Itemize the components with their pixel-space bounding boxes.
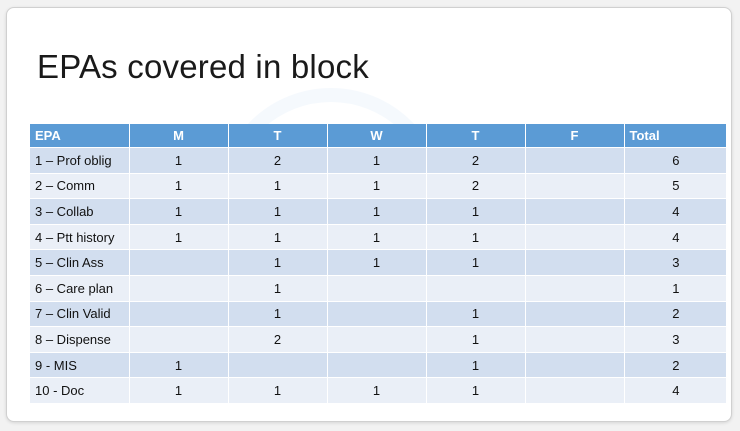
cell-epa: 9 - MIS <box>30 351 130 378</box>
table-row: 7 – Clin Valid 1 1 2 <box>30 300 727 327</box>
cell-wednesday: 1 <box>327 223 427 250</box>
cell-monday: 1 <box>129 351 229 378</box>
cell-tuesday: 1 <box>228 223 328 250</box>
header-thursday: T <box>426 124 526 148</box>
header-tuesday: T <box>228 124 328 148</box>
table-row: 6 – Care plan 1 1 <box>30 274 727 302</box>
cell-epa: 3 – Collab <box>30 198 130 225</box>
cell-monday: 1 <box>129 147 229 174</box>
cell-wednesday: 1 <box>327 198 427 225</box>
cell-wednesday: 1 <box>327 147 427 174</box>
cell-thursday: 1 <box>426 300 526 327</box>
cell-tuesday: 1 <box>228 172 328 199</box>
cell-monday: 1 <box>129 377 229 403</box>
cell-epa: 8 – Dispense <box>30 326 130 353</box>
header-monday: M <box>129 124 229 148</box>
cell-tuesday: 1 <box>228 198 328 225</box>
cell-total: 4 <box>624 223 727 250</box>
cell-tuesday: 2 <box>228 326 328 353</box>
cell-thursday: 2 <box>426 147 526 174</box>
cell-monday <box>129 300 229 327</box>
cell-total: 5 <box>624 172 727 199</box>
cell-wednesday <box>327 351 427 378</box>
cell-thursday: 2 <box>426 172 526 199</box>
header-epa: EPA <box>30 124 130 148</box>
cell-friday <box>525 274 625 302</box>
cell-thursday: 1 <box>426 351 526 378</box>
cell-thursday <box>426 274 526 302</box>
cell-monday: 1 <box>129 172 229 199</box>
cell-total: 4 <box>624 377 727 403</box>
cell-friday <box>525 172 625 199</box>
cell-total: 3 <box>624 249 727 276</box>
table-row: 8 – Dispense 2 1 3 <box>30 326 727 353</box>
cell-thursday: 1 <box>426 223 526 250</box>
cell-wednesday: 1 <box>327 249 427 276</box>
table-row: 4 – Ptt history 1 1 1 1 4 <box>30 223 727 250</box>
cell-monday <box>129 249 229 276</box>
slide-frame: EPAs covered in block EPA M T W T F Tota… <box>6 7 732 422</box>
cell-thursday: 1 <box>426 249 526 276</box>
cell-epa: 4 – Ptt history <box>30 223 130 250</box>
epa-table: EPA M T W T F Total 1 – Prof oblig 1 2 1… <box>30 124 727 403</box>
table-row: 5 – Clin Ass 1 1 1 3 <box>30 249 727 276</box>
slide-title: EPAs covered in block <box>37 48 369 85</box>
cell-total: 4 <box>624 198 727 225</box>
cell-friday <box>525 223 625 250</box>
cell-friday <box>525 198 625 225</box>
cell-total: 1 <box>624 274 727 302</box>
table-header-row: EPA M T W T F Total <box>30 124 727 148</box>
table-row: 1 – Prof oblig 1 2 1 2 6 <box>30 147 727 174</box>
cell-wednesday <box>327 300 427 327</box>
cell-friday <box>525 351 625 378</box>
table-row: 2 – Comm 1 1 1 2 5 <box>30 172 727 199</box>
cell-total: 3 <box>624 326 727 353</box>
cell-monday: 1 <box>129 198 229 225</box>
table-row: 3 – Collab 1 1 1 1 4 <box>30 198 727 225</box>
cell-thursday: 1 <box>426 377 526 403</box>
cell-monday <box>129 326 229 353</box>
cell-epa: 2 – Comm <box>30 172 130 199</box>
header-friday: F <box>525 124 625 148</box>
cell-tuesday: 1 <box>228 249 328 276</box>
cell-friday <box>525 377 625 403</box>
cell-monday: 1 <box>129 223 229 250</box>
cell-tuesday: 2 <box>228 147 328 174</box>
cell-epa: 10 - Doc <box>30 377 130 403</box>
cell-thursday: 1 <box>426 198 526 225</box>
table-row: 10 - Doc 1 1 1 1 4 <box>30 377 727 403</box>
cell-epa: 1 – Prof oblig <box>30 147 130 174</box>
cell-wednesday: 1 <box>327 377 427 403</box>
cell-total: 2 <box>624 351 727 378</box>
cell-epa: 7 – Clin Valid <box>30 300 130 327</box>
cell-friday <box>525 326 625 353</box>
cell-friday <box>525 147 625 174</box>
cell-total: 2 <box>624 300 727 327</box>
cell-tuesday: 1 <box>228 274 328 302</box>
cell-epa: 6 – Care plan <box>30 274 130 302</box>
cell-tuesday <box>228 351 328 378</box>
cell-wednesday <box>327 274 427 302</box>
cell-friday <box>525 249 625 276</box>
cell-epa: 5 – Clin Ass <box>30 249 130 276</box>
cell-total: 6 <box>624 147 727 174</box>
cell-monday <box>129 274 229 302</box>
cell-tuesday: 1 <box>228 377 328 403</box>
cell-friday <box>525 300 625 327</box>
cell-wednesday <box>327 326 427 353</box>
cell-tuesday: 1 <box>228 300 328 327</box>
header-total: Total <box>624 124 727 148</box>
cell-wednesday: 1 <box>327 172 427 199</box>
header-wednesday: W <box>327 124 427 148</box>
cell-thursday: 1 <box>426 326 526 353</box>
table-row: 9 - MIS 1 1 2 <box>30 351 727 378</box>
